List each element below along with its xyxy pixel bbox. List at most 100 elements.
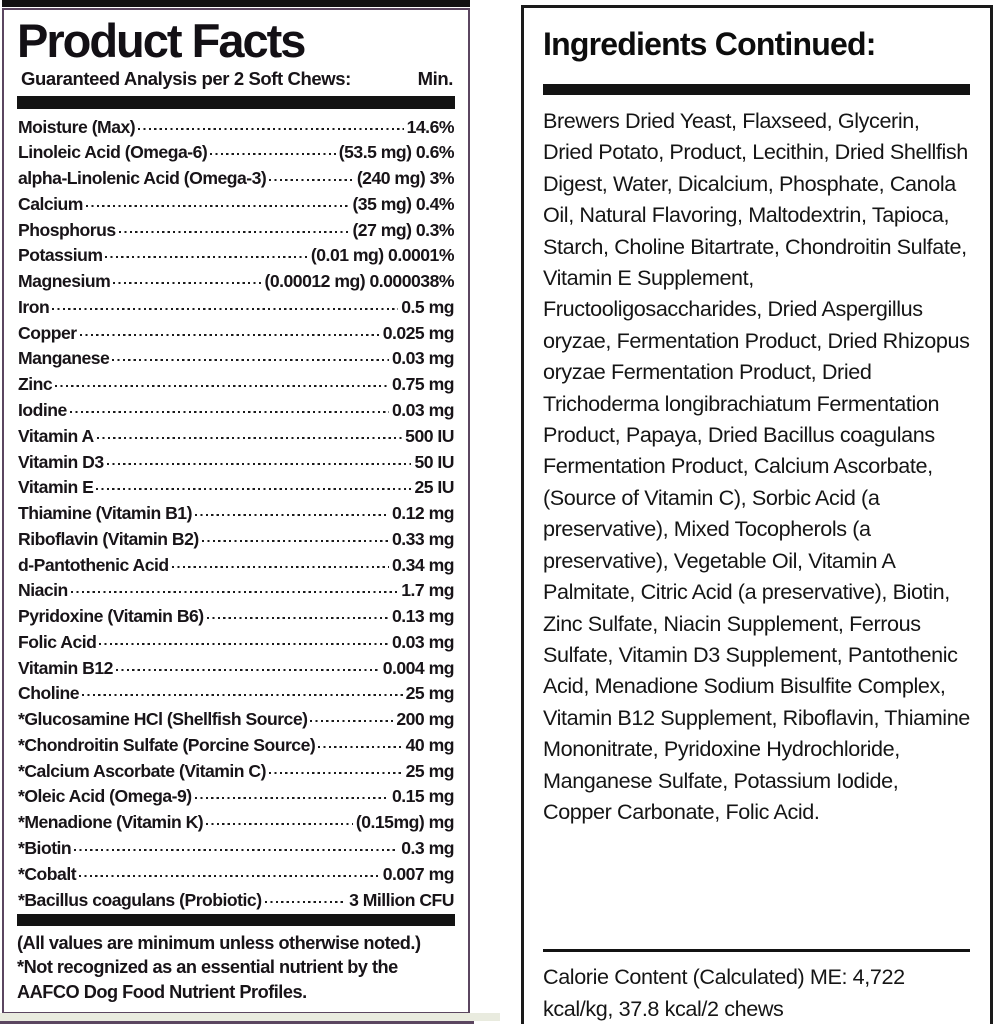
nutrient-name: Vitamin E — [18, 477, 94, 498]
analysis-row: Potassium (0.01 mg) 0.0001% — [18, 243, 455, 268]
dot-leader — [82, 682, 403, 700]
dot-leader — [96, 476, 412, 494]
dot-leader — [310, 708, 394, 726]
nutrient-name: d-Pantothenic Acid — [18, 554, 169, 575]
nutrient-name: Vitamin D3 — [18, 451, 104, 472]
nutrient-name: *Chondroitin Sulfate (Porcine Source) — [18, 734, 316, 755]
dot-leader — [269, 167, 354, 185]
nutrient-value: (35 mg) 0.4% — [352, 193, 454, 214]
dot-leader — [264, 888, 347, 906]
nutrient-name: *Cobalt — [18, 863, 77, 884]
analysis-row: *Biotin 0.3 mg — [18, 836, 454, 861]
dot-leader — [206, 811, 353, 829]
nutrient-value: (0.01 mg) 0.0001% — [310, 245, 455, 266]
nutrient-name: Thiamine (Vitamin B1) — [18, 503, 192, 524]
nutrient-value: 0.12 mg — [391, 503, 455, 524]
nutrient-name: *Bacillus coagulans (Probiotic) — [18, 889, 262, 910]
nutrient-value: 500 IU — [405, 425, 454, 446]
nutrient-name: alpha-Linolenic Acid (Omega-3) — [18, 168, 267, 189]
ingredients-divider-bar — [543, 84, 970, 95]
footnote-block: (All values are minimum unless otherwise… — [17, 913, 455, 1005]
analysis-row: Vitamin B12 0.004 mg — [18, 656, 455, 681]
footnote-aafco-note: *Not recognized as an essential nutrient… — [17, 957, 398, 1002]
analysis-row: Pyridoxine (Vitamin B6) 0.13 mg — [18, 604, 455, 629]
nutrient-value: 0.025 mg — [382, 322, 455, 343]
analysis-row: Calcium (35 mg) 0.4% — [18, 192, 454, 217]
analysis-row: alpha-Linolenic Acid (Omega-3) (240 mg) … — [18, 166, 455, 191]
dot-leader — [69, 399, 389, 416]
nutrient-name: Iron — [18, 296, 50, 317]
dot-leader — [106, 450, 412, 468]
nutrient-name: Pyridoxine (Vitamin B6) — [18, 606, 204, 627]
nutrient-name: *Oleic Acid (Omega-9) — [18, 786, 192, 807]
nutrient-value: (27 mg) 0.3% — [352, 219, 454, 240]
dot-leader — [194, 785, 389, 803]
spacer — [543, 827, 970, 942]
nutrient-value: (53.5 mg) 0.6% — [338, 142, 455, 163]
guaranteed-analysis-label: Guaranteed Analysis per 2 Soft Chews: — [21, 68, 351, 90]
nutrient-name: *Biotin — [18, 838, 72, 859]
analysis-row: Niacin 1.7 mg — [18, 578, 454, 603]
analysis-row: *Oleic Acid (Omega-9) 0.15 mg — [18, 784, 455, 809]
nutrient-value: 0.5 mg — [401, 296, 454, 317]
analysis-row: Vitamin E 25 IU — [18, 475, 454, 500]
analysis-row: Linoleic Acid (Omega-6) (53.5 mg) 0.6% — [18, 140, 455, 165]
nutrient-name: *Glucosamine HCl (Shellfish Source) — [18, 709, 308, 730]
nutrient-value: 0.03 mg — [391, 348, 455, 369]
nutrient-name: Riboflavin (Vitamin B2) — [18, 528, 199, 549]
nutrient-value: (240 mg) 3% — [356, 168, 455, 189]
analysis-row: *Calcium Ascorbate (Vitamin C) 25 mg — [18, 759, 455, 784]
analysis-row: Iron 0.5 mg — [18, 295, 454, 320]
nutrient-value: (0.00012 mg) 0.000038% — [264, 271, 454, 292]
nutrient-value: (0.15mg) mg — [355, 812, 455, 833]
product-facts-title: Product Facts — [17, 14, 306, 67]
next-panel-edge — [0, 1021, 474, 1024]
nutrient-value: 0.75 mg — [391, 374, 455, 395]
nutrient-value: 0.15 mg — [391, 786, 455, 807]
analysis-row: Phosphorus (27 mg) 0.3% — [18, 218, 454, 243]
nutrient-name: Copper — [18, 322, 77, 343]
dot-leader — [138, 115, 404, 133]
dot-leader — [113, 270, 262, 288]
nutrient-value: 14.6% — [406, 116, 455, 137]
top-divider-bar — [17, 96, 455, 110]
nutrient-value: 0.007 mg — [382, 863, 455, 884]
dot-leader — [79, 321, 380, 339]
dot-leader — [210, 141, 336, 159]
nutrient-value: 0.33 mg — [391, 528, 455, 549]
nutrient-value: 200 mg — [396, 709, 454, 730]
calorie-content-text: Calorie Content (Calculated) ME: 4,722 k… — [543, 964, 905, 1021]
nutrient-name: Niacin — [18, 580, 68, 601]
dot-leader — [70, 579, 399, 597]
nutrient-name: Phosphorus — [18, 219, 116, 240]
product-facts-panel: Product Facts Guaranteed Analysis per 2 … — [2, 8, 470, 1014]
min-column-label: Min. — [417, 68, 454, 90]
analysis-row: *Menadione (Vitamin K) (0.15mg) mg — [18, 810, 455, 835]
dot-leader — [112, 347, 389, 365]
bottom-pale-strip — [0, 1013, 500, 1021]
nutrient-name: Calcium — [18, 193, 83, 214]
nutrient-name: Magnesium — [18, 271, 111, 292]
nutrient-name: Iodine — [18, 400, 67, 420]
analysis-row: Folic Acid 0.03 mg — [18, 630, 455, 655]
nutrient-value: 25 mg — [405, 760, 455, 781]
analysis-row: Vitamin A 500 IU — [18, 424, 454, 449]
analysis-row: d-Pantothenic Acid 0.34 mg — [18, 553, 455, 578]
dot-leader — [206, 605, 389, 623]
nutrient-name: *Menadione (Vitamin K) — [18, 812, 204, 833]
nutrient-value: 25 IU — [414, 477, 454, 498]
dot-leader — [118, 218, 350, 236]
nutrient-value: 0.13 mg — [391, 606, 455, 627]
analysis-row: Moisture (Max) 14.6% — [18, 115, 455, 140]
nutrient-value: 3 Million CFU — [349, 889, 454, 910]
analysis-row: Thiamine (Vitamin B1) 0.12 mg — [18, 501, 455, 526]
nutrient-name: Folic Acid — [18, 631, 97, 652]
analysis-row: Manganese 0.03 mg — [18, 346, 455, 371]
nutrient-value: 0.03 mg — [391, 400, 455, 420]
dot-leader — [96, 424, 403, 442]
nutrient-value: 0.004 mg — [382, 657, 455, 678]
dot-leader — [171, 553, 389, 571]
footnote-minimum-note: (All values are minimum unless otherwise… — [17, 932, 421, 953]
dot-leader — [194, 502, 389, 520]
